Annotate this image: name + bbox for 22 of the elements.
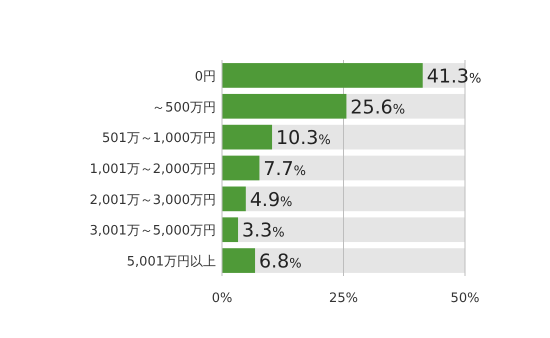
x-tick-label: 25%	[329, 291, 358, 306]
bar	[222, 124, 272, 150]
y-tick-label: 501万～1,000万円	[102, 131, 216, 146]
y-tick-label: 2,001万～3,000万円	[90, 192, 216, 208]
data-label: 3.3%	[242, 220, 285, 242]
y-tick-label: ～500万円	[152, 100, 216, 116]
y-tick-label: 5,001万円以上	[126, 254, 216, 270]
data-label: 7.7%	[263, 158, 306, 180]
bar	[222, 186, 246, 212]
data-label: 25.6%	[350, 96, 406, 118]
x-tick-label: 50%	[450, 291, 480, 306]
data-label: 4.9%	[250, 188, 292, 211]
x-tick-label: 0%	[212, 291, 232, 306]
bar	[222, 248, 256, 273]
bar	[222, 217, 238, 242]
y-tick-label: 3,001万～5,000万円	[90, 224, 216, 239]
data-label: 6.8%	[259, 250, 302, 273]
y-tick-label: 1,001万～2,000万円	[90, 162, 216, 177]
data-label: 10.3%	[276, 127, 331, 150]
y-tick-label: 0円	[194, 69, 216, 84]
bar	[222, 156, 260, 180]
data-label: 41.3%	[426, 65, 482, 88]
